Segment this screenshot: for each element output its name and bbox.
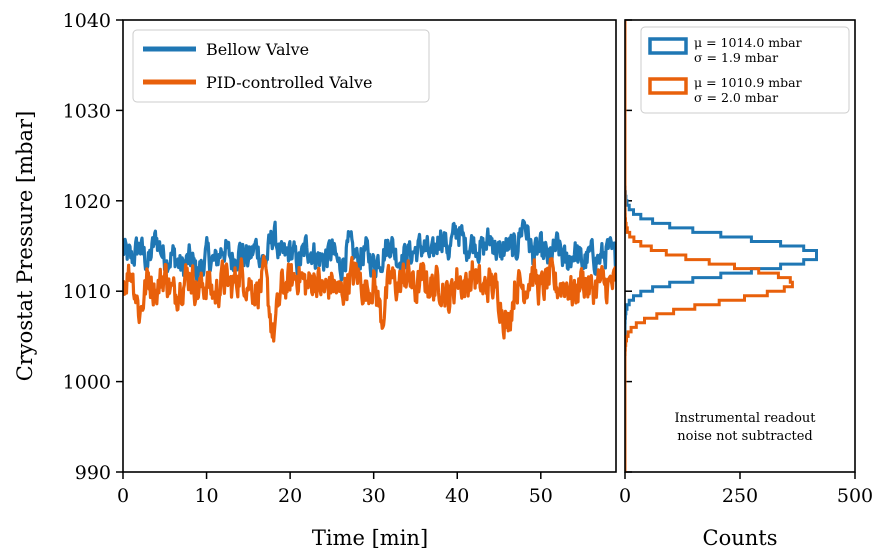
histogram-axes-ticks: 0 250 500 <box>619 472 873 507</box>
main-x-tick-label: 50 <box>529 485 553 507</box>
main-y-axis-label: Cryostat Pressure [mbar] <box>13 111 37 382</box>
legend-label-pid: PID-controlled Valve <box>206 73 373 92</box>
main-y-tick-label: 1010 <box>63 281 111 303</box>
main-y-tick-label: 1000 <box>63 372 111 394</box>
main-x-tick-label: 20 <box>278 485 302 507</box>
main-x-tick-label: 10 <box>194 485 218 507</box>
main-x-axis-label: Time [min] <box>312 526 428 550</box>
histogram-legend-mu-pid: μ = 1010.9 mbar <box>694 75 802 90</box>
histogram-pid-valve <box>625 20 794 472</box>
histogram-plot: 0 250 500 Counts μ = 1014.0 mbar σ = 1.9 m… <box>619 19 873 550</box>
histogram-note-line-2: noise not subtracted <box>677 429 812 444</box>
histogram-legend-sigma-pid: σ = 2.0 mbar <box>694 90 778 105</box>
histogram-x-tick-label: 250 <box>722 485 758 507</box>
histogram-x-tick-label: 500 <box>837 485 873 507</box>
main-y-tick-label: 990 <box>75 462 111 484</box>
histogram-bellow-valve <box>625 20 818 472</box>
main-series-layer <box>123 218 616 343</box>
main-x-tick-label: 40 <box>445 485 469 507</box>
histogram-legend-mu-bellow: μ = 1014.0 mbar <box>694 35 802 50</box>
histogram-legend-swatch-pid <box>648 77 688 95</box>
histogram-legend: μ = 1014.0 mbar σ = 1.9 mbar μ = 1010.9 … <box>640 26 850 114</box>
main-plot-frame <box>122 19 617 473</box>
main-legend: Bellow Valve PID-controlled Valve <box>132 29 430 103</box>
main-legend-box <box>132 29 430 103</box>
histogram-x-axis-label: Counts <box>703 526 778 550</box>
series-line-pid-valve <box>123 254 616 343</box>
histogram-legend-box <box>640 26 850 114</box>
histogram-series-layer <box>625 20 818 472</box>
main-x-tick-label: 0 <box>117 485 129 507</box>
main-x-tick-label: 30 <box>362 485 386 507</box>
histogram-legend-swatch-bellow <box>648 37 688 55</box>
main-y-tick-label: 1030 <box>63 100 111 122</box>
histogram-x-tick-label: 0 <box>619 485 631 507</box>
histogram-legend-sigma-bellow: σ = 1.9 mbar <box>694 50 778 65</box>
histogram-note-line-1: Instrumental readout <box>674 411 816 426</box>
main-y-tick-label: 1040 <box>63 10 111 32</box>
main-y-tick-label: 1020 <box>63 191 111 213</box>
legend-label-bellow: Bellow Valve <box>206 40 309 59</box>
